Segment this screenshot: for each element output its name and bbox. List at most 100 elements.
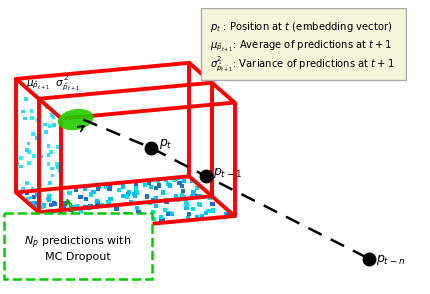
Point <box>132 194 138 198</box>
Point <box>35 187 42 192</box>
Point <box>70 205 77 209</box>
Point <box>194 193 201 198</box>
Point <box>82 206 89 210</box>
Point <box>49 166 55 171</box>
Point <box>87 203 94 208</box>
Point <box>74 204 80 209</box>
Point <box>82 186 89 191</box>
Point <box>199 214 206 219</box>
Point <box>166 183 173 188</box>
Text: $\mu_{\hat{p}_{t+1}}$: Average of predictions at $t+1$: $\mu_{\hat{p}_{t+1}}$: Average of predic… <box>210 38 392 53</box>
Point <box>33 207 40 211</box>
Point <box>25 150 32 155</box>
Point <box>31 154 38 158</box>
Point <box>61 217 68 221</box>
Point <box>94 187 101 192</box>
Point <box>173 194 180 199</box>
Point <box>19 109 26 114</box>
Point <box>31 195 37 200</box>
Point <box>121 212 128 216</box>
Point <box>52 211 58 216</box>
Point <box>105 200 112 205</box>
Point <box>40 211 47 215</box>
Point <box>141 213 148 218</box>
Point <box>120 184 127 189</box>
Point <box>83 197 89 201</box>
Point <box>84 217 91 222</box>
Point <box>52 223 59 228</box>
Point <box>179 189 186 194</box>
Point <box>25 141 32 146</box>
Point <box>141 182 148 187</box>
Point <box>155 183 162 188</box>
Point <box>31 204 37 209</box>
Point <box>127 200 134 204</box>
Point <box>206 196 213 201</box>
Point <box>14 162 21 166</box>
Text: $N_p$ predictions with
MC Dropout: $N_p$ predictions with MC Dropout <box>24 234 131 262</box>
Point <box>194 215 201 219</box>
Point <box>182 200 189 205</box>
Point <box>28 116 35 121</box>
Point <box>68 208 74 213</box>
Point <box>158 215 165 220</box>
Point <box>134 206 141 210</box>
Point <box>150 209 157 214</box>
Point <box>29 186 36 191</box>
Point <box>41 203 48 208</box>
Point <box>126 190 133 195</box>
Point <box>59 230 66 234</box>
Point <box>124 192 131 196</box>
Point <box>133 190 140 195</box>
Point <box>51 122 58 127</box>
Point <box>104 222 111 226</box>
Point <box>168 211 175 216</box>
Point <box>175 176 182 181</box>
Point <box>25 161 32 166</box>
Point <box>27 195 34 200</box>
Point <box>146 201 153 205</box>
Point <box>137 211 144 216</box>
Point <box>125 211 132 216</box>
Point <box>188 179 195 183</box>
Point <box>31 201 38 205</box>
Point <box>55 218 62 223</box>
Point <box>58 224 64 228</box>
Point <box>77 218 84 223</box>
Point <box>46 194 52 199</box>
Text: $\mu_{\hat{p}_{t+1}}$  $\sigma^2_{\hat{p}_{t+1}}$: $\mu_{\hat{p}_{t+1}}$ $\sigma^2_{\hat{p}… <box>27 74 81 93</box>
Point <box>107 197 114 201</box>
Point <box>146 217 153 221</box>
Point <box>190 189 197 194</box>
Point <box>53 162 60 166</box>
FancyBboxPatch shape <box>201 8 406 80</box>
Point <box>55 145 61 149</box>
Point <box>197 203 204 207</box>
Point <box>94 201 101 206</box>
Point <box>20 186 27 191</box>
Point <box>205 209 212 213</box>
Point <box>43 130 50 135</box>
Point <box>28 109 35 114</box>
Point <box>18 155 25 160</box>
Point <box>45 162 52 166</box>
Point <box>99 203 106 208</box>
Point <box>146 181 153 185</box>
Point <box>43 104 50 109</box>
Point <box>48 150 55 155</box>
Point <box>132 182 139 187</box>
Point <box>224 212 231 217</box>
Point <box>77 209 84 214</box>
Point <box>209 202 216 206</box>
Point <box>167 211 174 216</box>
Point <box>64 229 71 233</box>
Point <box>195 184 202 188</box>
Point <box>154 179 161 183</box>
Point <box>163 197 170 202</box>
Point <box>24 196 31 201</box>
Point <box>133 185 140 189</box>
Point <box>82 222 89 227</box>
Point <box>163 178 169 182</box>
Point <box>189 194 196 199</box>
Point <box>51 201 58 206</box>
